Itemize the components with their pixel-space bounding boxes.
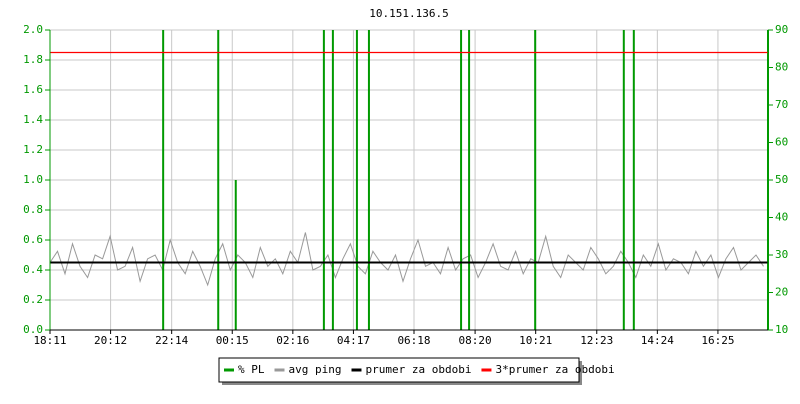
- chart-title: 10.151.136.5: [369, 7, 448, 20]
- y-tick-label: 0.0: [23, 323, 43, 336]
- legend-label: % PL: [238, 363, 265, 376]
- legend-label: avg ping: [289, 363, 342, 376]
- x-tick-label: 12:23: [580, 334, 613, 347]
- y2-tick-label: 40: [775, 211, 788, 224]
- y2-tick-label: 50: [775, 173, 788, 186]
- y-tick-label: 1.4: [23, 113, 43, 126]
- y-tick-label: 1.0: [23, 173, 43, 186]
- x-tick-label: 16:25: [701, 334, 734, 347]
- legend: % PL avg ping prumer za obdobi 3*prumer za …: [218, 357, 615, 385]
- y2-tick-label: 70: [775, 98, 788, 111]
- legend-label: prumer za obdobi: [365, 363, 471, 376]
- legend-label: 3*prumer za obdobi: [495, 363, 614, 376]
- y-tick-label: 1.6: [23, 83, 43, 96]
- y2-tick-label: 20: [775, 286, 788, 299]
- x-tick-label: 06:18: [397, 334, 430, 347]
- x-tick-label: 04:17: [337, 334, 370, 347]
- y-tick-label: 0.6: [23, 233, 43, 246]
- y-tick-label: 0.8: [23, 203, 43, 216]
- y-tick-label: 2.0: [23, 23, 43, 36]
- x-tick-label: 14:24: [641, 334, 674, 347]
- y-tick-label: 1.2: [23, 143, 43, 156]
- x-tick-label: 10:21: [519, 334, 552, 347]
- x-tick-label: 00:15: [216, 334, 249, 347]
- x-tick-label: 20:12: [94, 334, 127, 347]
- y2-tick-label: 30: [775, 248, 788, 261]
- x-tick-label: 22:14: [155, 334, 188, 347]
- y2-tick-label: 80: [775, 61, 788, 74]
- x-tick-label: 02:16: [276, 334, 309, 347]
- y-tick-label: 0.2: [23, 293, 43, 306]
- x-tick-label: 08:20: [459, 334, 492, 347]
- y-tick-label: 1.8: [23, 53, 43, 66]
- y2-tick-label: 10: [775, 323, 788, 336]
- x-tick-label: 18:11: [33, 334, 66, 347]
- y2-tick-label: 60: [775, 136, 788, 149]
- y2-tick-label: 90: [775, 23, 788, 36]
- ping-line: [49, 232, 764, 287]
- y-tick-label: 0.4: [23, 263, 43, 276]
